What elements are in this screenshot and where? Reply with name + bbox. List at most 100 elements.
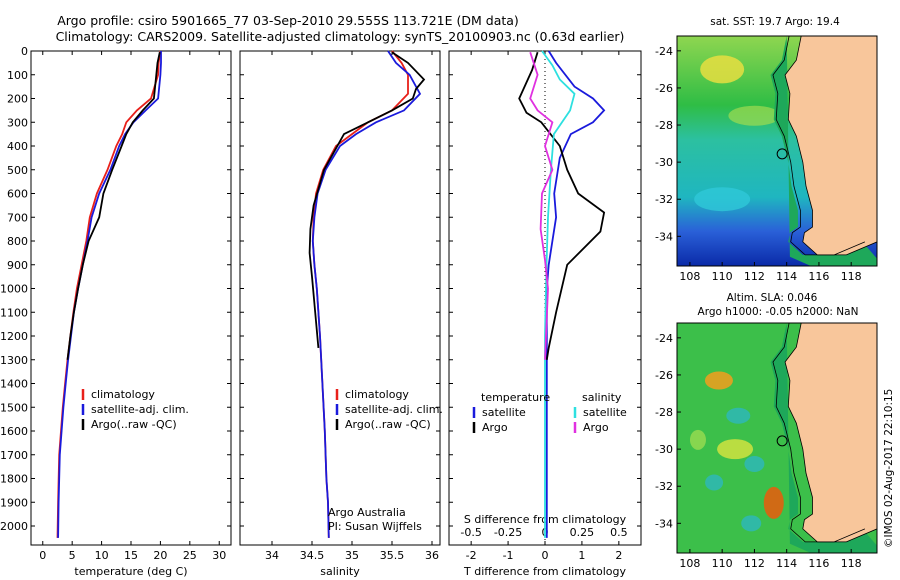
lat-tick-label: -32 [655, 193, 673, 206]
lon-tick-label: 110 [712, 270, 733, 283]
map-field [677, 323, 877, 553]
salinity-diff-tick-label: 0.25 [570, 526, 595, 539]
lon-tick-label: 110 [712, 557, 733, 570]
sst-warm-patch [700, 55, 745, 84]
depth-tick-label: 700 [7, 211, 28, 224]
x-tick-label: 0 [39, 549, 46, 562]
isobath-line [772, 36, 866, 256]
legend-label: satellite [583, 406, 627, 419]
lat-tick-label: -24 [655, 332, 673, 345]
lon-tick-label: 108 [679, 270, 700, 283]
x-tick-label: 30 [212, 549, 226, 562]
depth-tick-label: 100 [7, 69, 28, 82]
map-panel-1: -24 -26 -28 -30 -32 -34 108 110 112 114 116 118 sat.… [655, 16, 878, 283]
sla-anomaly [763, 486, 784, 519]
note-line-2: PI: Susan Wijffels [328, 520, 422, 533]
sla-anomaly [726, 407, 751, 424]
depth-tick-label: 1000 [0, 283, 28, 296]
lon-tick-label: 114 [776, 557, 797, 570]
lat-tick-label: -24 [655, 45, 673, 58]
x-tick-label: 35.5 [380, 549, 405, 562]
sla-anomaly [741, 515, 762, 532]
lon-tick-label: 116 [808, 557, 829, 570]
map-subtitle: Argo h1000: -0.05 h2000: NaN [698, 306, 859, 318]
x-tick-label: 2 [615, 549, 622, 562]
map-field [677, 36, 877, 266]
map-panel-2: -24 -26 -28 -30 -32 -34 108 110 112 114 116 118 Alti… [655, 292, 878, 570]
legend-label: satellite-adj. clim. [91, 403, 189, 416]
sla-anomaly [744, 455, 765, 472]
legend-label: Argo(..raw -QC) [345, 418, 431, 431]
sla-anomaly [689, 429, 706, 450]
shelf-band [770, 323, 877, 553]
lon-tick-label: 112 [744, 557, 765, 570]
sla-anomaly [705, 474, 724, 491]
legend-label: climatology [345, 388, 409, 401]
lon-tick-label: 114 [776, 270, 797, 283]
depth-tick-label: 1900 [0, 496, 28, 509]
sla-anomaly [704, 371, 733, 390]
depth-tick-label: 600 [7, 188, 28, 201]
series-line-argo [518, 51, 606, 360]
legend-label: climatology [91, 388, 155, 401]
x-tick-label: 15 [124, 549, 138, 562]
legend-label: satellite [482, 406, 526, 419]
x-tick-label: 35 [345, 549, 359, 562]
lat-tick-label: -26 [655, 369, 673, 382]
depth-tick-label: 300 [7, 116, 28, 129]
land-mass [784, 323, 877, 543]
profile-panel-2: 34 34.5 35 35.5 36 salinity climatology satelli… [239, 50, 443, 578]
argo-location-marker [776, 148, 788, 160]
lon-tick-label: 118 [841, 270, 862, 283]
depth-tick-label: 2000 [0, 520, 28, 533]
x-tick-label: 10 [95, 549, 109, 562]
x-axis-label: salinity [320, 565, 360, 578]
salinity-diff-tick-label: 0.5 [610, 526, 628, 539]
lon-tick-label: 108 [679, 557, 700, 570]
legend-label: Argo [583, 421, 609, 434]
depth-tick-label: 1400 [0, 378, 28, 391]
salinity-diff-tick-label: -0.5 [460, 526, 481, 539]
lat-tick-label: -30 [655, 156, 673, 169]
x-axis-label: temperature (deg C) [74, 565, 187, 578]
legend-title-salinity: salinity [582, 391, 622, 404]
isobath-line [772, 323, 866, 543]
salinity-diff-tick-label: -0.25 [494, 526, 522, 539]
title-line-2: Climatology: CARS2009. Satellite-adjuste… [56, 29, 625, 44]
depth-tick-label: 400 [7, 140, 28, 153]
lat-tick-label: -28 [655, 406, 673, 419]
x-tick-label: 36 [425, 549, 439, 562]
x-tick-label: 34 [265, 549, 279, 562]
lon-tick-label: 112 [744, 270, 765, 283]
depth-tick-label: 0 [21, 45, 28, 58]
x-tick-label: 34.5 [300, 549, 325, 562]
panel-frame [30, 50, 232, 546]
legend-label: Argo(..raw -QC) [91, 418, 177, 431]
x-tick-label: 25 [183, 549, 197, 562]
stamp: ©IMOS 02-Aug-2017 22:10:15 [883, 389, 895, 548]
x-axis-label: T difference from climatology [463, 565, 626, 578]
depth-tick-label: 500 [7, 164, 28, 177]
map-frame [676, 322, 878, 554]
lat-tick-label: -28 [655, 119, 673, 132]
depth-tick-label: 1200 [0, 330, 28, 343]
sst-warm-patch [728, 105, 781, 126]
x-tick-label: 1 [578, 549, 585, 562]
lat-tick-label: -34 [655, 517, 673, 530]
lat-tick-label: -26 [655, 82, 673, 95]
profile-panel-3: -2 -1 0 1 2 T difference from climatology -0.5… [448, 50, 642, 578]
map-title: sat. SST: 19.7 Argo: 19.4 [710, 16, 840, 28]
map-title: Altim. SLA: 0.046 [727, 292, 818, 304]
x-tick-label: 5 [69, 549, 76, 562]
depth-tick-label: 800 [7, 235, 28, 248]
shelf-band [770, 36, 877, 266]
legend-label: Argo [482, 421, 508, 434]
x-tick-label: -2 [466, 549, 477, 562]
panel-frame [239, 50, 441, 546]
x-tick-label: -1 [503, 549, 514, 562]
depth-tick-label: 1600 [0, 425, 28, 438]
lat-tick-label: -34 [655, 230, 673, 243]
sst-cool-patch [694, 187, 751, 212]
legend-title-temperature: temperature [481, 391, 550, 404]
